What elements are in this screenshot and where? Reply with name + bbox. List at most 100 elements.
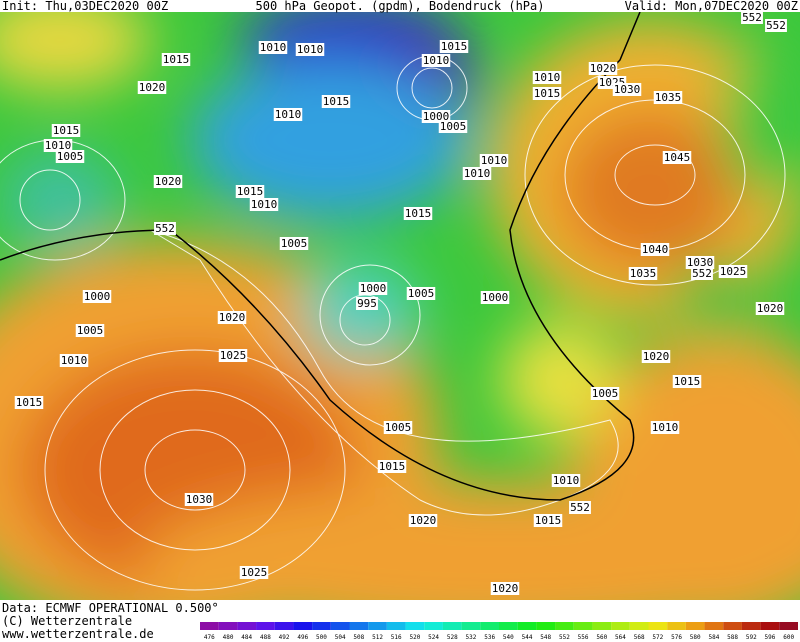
colorbar-tick-label: 548 <box>540 634 551 641</box>
label-box <box>218 349 248 362</box>
isobar-label: 1025 <box>241 566 268 579</box>
label-box <box>551 474 581 487</box>
isobar-label: 552 <box>766 19 786 32</box>
isobar-label: 1040 <box>642 243 669 256</box>
colorbar-tick-label: 584 <box>708 634 719 641</box>
isobar-label: 1020 <box>219 311 246 324</box>
isobar-label: 1030 <box>614 83 641 96</box>
colorbar-cell <box>573 622 593 630</box>
isobar-label: 1020 <box>139 81 166 94</box>
label-box <box>755 302 785 315</box>
colorbar-cell <box>741 622 761 630</box>
isobar-label: 1005 <box>440 120 467 133</box>
isobar-label: 1020 <box>643 350 670 363</box>
isobar-label: 1020 <box>757 302 784 315</box>
colorbar-cell <box>293 622 313 630</box>
label-box <box>279 237 309 250</box>
colorbar-tick-label: 580 <box>690 634 701 641</box>
isobar-label: 1010 <box>423 54 450 67</box>
colorbar-cell <box>442 622 462 630</box>
isobar-label: 1015 <box>535 514 562 527</box>
label-box <box>718 265 748 278</box>
isobar-label: 552 <box>742 11 762 24</box>
colorbar-cell <box>704 622 724 630</box>
isobar-label: 552 <box>692 267 712 280</box>
label-box <box>239 566 269 579</box>
label-box <box>137 81 167 94</box>
isobar-label: 1030 <box>687 256 714 269</box>
colorbar-cell <box>424 622 443 630</box>
isobar-label: 995 <box>357 297 377 310</box>
label-box <box>82 290 112 303</box>
label-box <box>653 91 683 104</box>
isobar-label: 1030 <box>186 493 213 506</box>
isobar-label: 1015 <box>16 396 43 409</box>
map-title: 500 hPa Geopot. (gpdm), Bodendruck (hPa) <box>256 0 545 13</box>
colorbar-cell <box>685 622 705 630</box>
label-box <box>532 87 562 100</box>
isobar-label: 1015 <box>163 53 190 66</box>
isobar-label: 1010 <box>61 354 88 367</box>
label-box <box>408 514 438 527</box>
colorbar-tick-label: 572 <box>652 634 663 641</box>
isobar-label: 1020 <box>410 514 437 527</box>
valid-time: Valid: Mon,07DEC2020 00Z <box>625 0 798 13</box>
isobar-label: 1010 <box>553 474 580 487</box>
isobar-label: 1015 <box>441 40 468 53</box>
colorbar-cell <box>592 622 612 630</box>
colorbar-tick-label: 492 <box>279 634 290 641</box>
label-box <box>43 139 73 152</box>
colorbar-cell <box>555 622 574 630</box>
colorbar-tick-label: 588 <box>727 634 738 641</box>
colorbar-cell <box>256 622 275 630</box>
isobar-label: 1000 <box>482 291 509 304</box>
label-box <box>295 43 325 56</box>
colorbar-cell <box>218 622 238 630</box>
label-box <box>672 375 702 388</box>
colorbar-tick-label: 524 <box>428 634 439 641</box>
label-box <box>154 222 176 235</box>
colorbar-tick-label: 600 <box>783 634 794 641</box>
colorbar-cell <box>629 622 649 630</box>
isobar-label: 1005 <box>57 150 84 163</box>
colorbar-cell <box>237 622 257 630</box>
colorbar-cell <box>779 622 798 630</box>
isobar-label: 1010 <box>464 167 491 180</box>
colorbar-cell <box>517 622 537 630</box>
colorbar-tick-label: 560 <box>596 634 607 641</box>
isobar-label: 1010 <box>275 108 302 121</box>
isobar-label: 1000 <box>84 290 111 303</box>
isobar-label: 1005 <box>592 387 619 400</box>
colorbar-tick-label: 516 <box>391 634 402 641</box>
colorbar-cell <box>499 622 518 630</box>
label-box <box>612 83 642 96</box>
label-box <box>569 501 591 514</box>
colorbar-tick-label: 512 <box>372 634 383 641</box>
isobar-label: 1015 <box>534 87 561 100</box>
isobar-label: 1010 <box>45 139 72 152</box>
colorbar-cell <box>274 622 294 630</box>
colorbar: 476 480 484 488 492 496 500 504 508 512 516 520 524 5… <box>200 622 798 641</box>
label-box <box>480 291 510 304</box>
label-box <box>153 175 183 188</box>
colorbar-tick-label: 520 <box>409 634 420 641</box>
label-box <box>55 150 85 163</box>
colorbar-tick-label: 476 <box>204 634 215 641</box>
isobar-label: 1010 <box>481 154 508 167</box>
colorbar-tick-label: 536 <box>484 634 495 641</box>
colorbar-tick-label: 496 <box>297 634 308 641</box>
isobar-label: 1045 <box>664 151 691 164</box>
label-box <box>358 282 388 295</box>
isobar-label: 552 <box>570 501 590 514</box>
label-box <box>75 324 105 337</box>
label-box <box>439 40 469 53</box>
isobar-label: 1035 <box>630 267 657 280</box>
label-box <box>533 514 563 527</box>
label-box <box>532 71 562 84</box>
colorbar-cell <box>386 622 406 630</box>
isobar-label: 1010 <box>251 198 278 211</box>
isobar-label: 1015 <box>379 460 406 473</box>
label-box <box>273 108 303 121</box>
